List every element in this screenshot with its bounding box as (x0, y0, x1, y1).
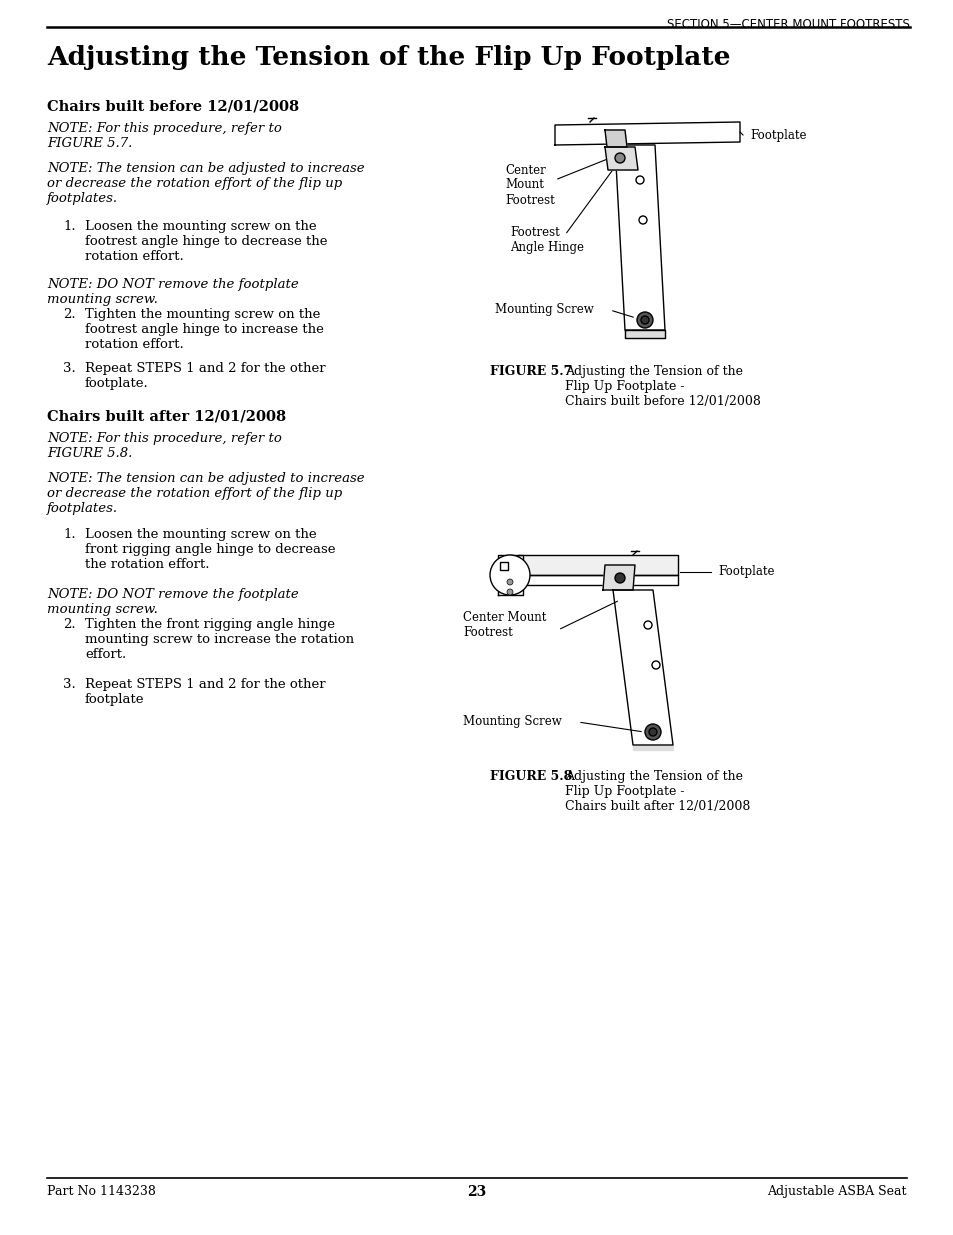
Text: 23: 23 (467, 1186, 486, 1199)
Polygon shape (604, 130, 626, 147)
Text: Adjusting the Tension of the Flip Up Footplate: Adjusting the Tension of the Flip Up Foo… (47, 44, 730, 70)
Text: 1.: 1. (63, 220, 75, 233)
Polygon shape (602, 564, 635, 590)
Text: Loosen the mounting screw on the
front rigging angle hinge to decrease
the rotat: Loosen the mounting screw on the front r… (85, 529, 335, 571)
Circle shape (637, 312, 652, 329)
Text: 2.: 2. (63, 308, 75, 321)
Text: Adjusting the Tension of the
Flip Up Footplate -
Chairs built after 12/01/2008: Adjusting the Tension of the Flip Up Foo… (564, 769, 750, 813)
Circle shape (651, 661, 659, 669)
Text: Part No 1143238: Part No 1143238 (47, 1186, 155, 1198)
Text: SECTION 5—CENTER MOUNT FOOTRESTS: SECTION 5—CENTER MOUNT FOOTRESTS (666, 19, 909, 31)
Text: 3.: 3. (63, 362, 75, 375)
Text: Tighten the mounting screw on the
footrest angle hinge to increase the
rotation : Tighten the mounting screw on the footre… (85, 308, 323, 351)
Text: Repeat STEPS 1 and 2 for the other
footplate: Repeat STEPS 1 and 2 for the other footp… (85, 678, 325, 706)
Text: NOTE: DO NOT remove the footplate
mounting screw.: NOTE: DO NOT remove the footplate mounti… (47, 278, 298, 306)
Text: Adjusting the Tension of the
Flip Up Footplate -
Chairs built before 12/01/2008: Adjusting the Tension of the Flip Up Foo… (564, 366, 760, 408)
Circle shape (644, 724, 660, 740)
Text: Footplate: Footplate (749, 128, 805, 142)
Circle shape (615, 153, 624, 163)
Text: NOTE: The tension can be adjusted to increase
or decrease the rotation effort of: NOTE: The tension can be adjusted to inc… (47, 162, 364, 205)
Text: FIGURE 5.7: FIGURE 5.7 (490, 366, 572, 378)
Text: NOTE: For this procedure, refer to
FIGURE 5.8.: NOTE: For this procedure, refer to FIGUR… (47, 432, 281, 459)
Polygon shape (624, 330, 664, 338)
Polygon shape (555, 122, 740, 144)
Text: Loosen the mounting screw on the
footrest angle hinge to decrease the
rotation e: Loosen the mounting screw on the footres… (85, 220, 327, 263)
Bar (499, 562, 507, 571)
Polygon shape (613, 590, 672, 745)
Text: Center
Mount
Footrest: Center Mount Footrest (504, 163, 554, 206)
Text: Center Mount
Footrest: Center Mount Footrest (462, 611, 546, 638)
Text: Mounting Screw: Mounting Screw (462, 715, 561, 729)
Circle shape (648, 727, 657, 736)
Text: Repeat STEPS 1 and 2 for the other
footplate.: Repeat STEPS 1 and 2 for the other footp… (85, 362, 325, 390)
Text: Mounting Screw: Mounting Screw (495, 304, 593, 316)
Text: 2.: 2. (63, 618, 75, 631)
Circle shape (636, 177, 643, 184)
Polygon shape (615, 144, 664, 330)
Polygon shape (497, 555, 522, 595)
Text: NOTE: DO NOT remove the footplate
mounting screw.: NOTE: DO NOT remove the footplate mounti… (47, 588, 298, 616)
Text: NOTE: For this procedure, refer to
FIGURE 5.7.: NOTE: For this procedure, refer to FIGUR… (47, 122, 281, 149)
Text: 3.: 3. (63, 678, 75, 692)
Circle shape (615, 573, 624, 583)
Text: Chairs built before 12/01/2008: Chairs built before 12/01/2008 (47, 100, 299, 114)
Polygon shape (604, 147, 638, 170)
Polygon shape (633, 745, 672, 750)
Circle shape (640, 316, 648, 324)
Text: NOTE: The tension can be adjusted to increase
or decrease the rotation effort of: NOTE: The tension can be adjusted to inc… (47, 472, 364, 515)
Text: 1.: 1. (63, 529, 75, 541)
Text: Footrest
Angle Hinge: Footrest Angle Hinge (510, 226, 583, 254)
Text: Tighten the front rigging angle hinge
mounting screw to increase the rotation
ef: Tighten the front rigging angle hinge mo… (85, 618, 354, 661)
Circle shape (490, 555, 530, 595)
Polygon shape (517, 555, 678, 576)
Polygon shape (517, 576, 678, 585)
Circle shape (506, 589, 513, 595)
Text: Chairs built after 12/01/2008: Chairs built after 12/01/2008 (47, 410, 286, 424)
Circle shape (506, 579, 513, 585)
Text: FIGURE 5.8: FIGURE 5.8 (490, 769, 572, 783)
Circle shape (639, 216, 646, 224)
Text: Footplate: Footplate (718, 566, 774, 578)
Circle shape (643, 621, 651, 629)
Text: Adjustable ASBA Seat: Adjustable ASBA Seat (767, 1186, 906, 1198)
